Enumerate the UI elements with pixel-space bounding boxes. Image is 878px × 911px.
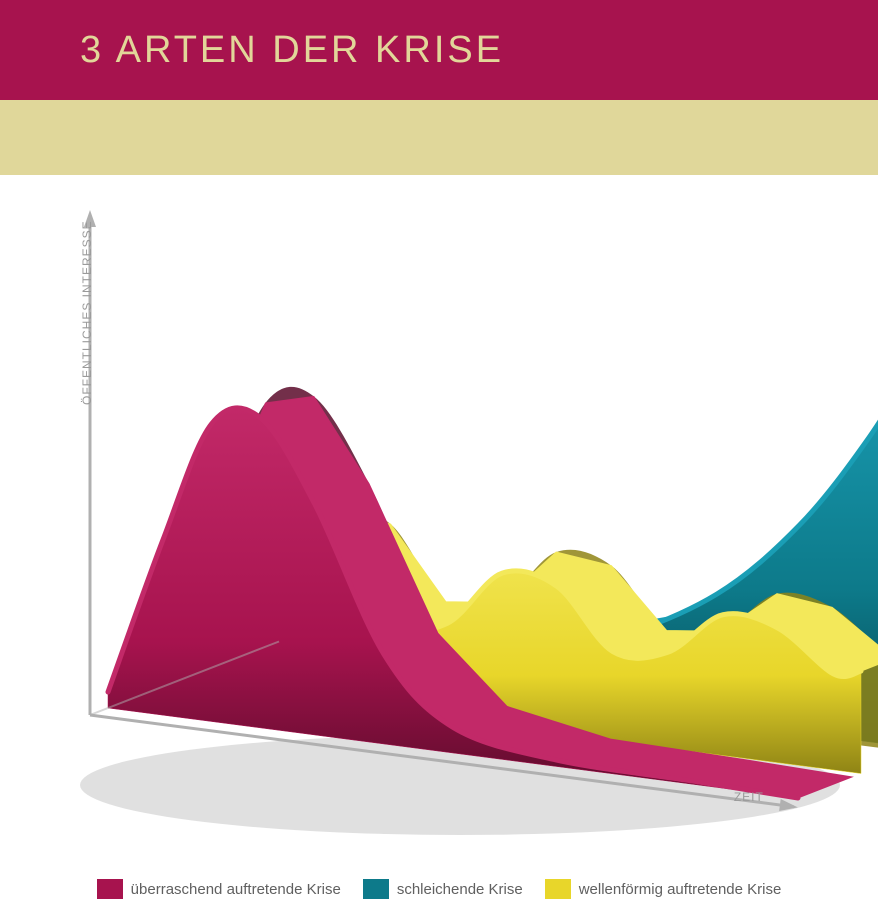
legend-item: schleichende Krise (363, 879, 523, 899)
crisis-chart: ÖFFENTLICHES INTERESSE ZEIT (0, 175, 878, 865)
y-axis-label: ÖFFENTLICHES INTERESSE (80, 220, 94, 405)
page-title: 3 ARTEN DER KRISE (80, 29, 504, 72)
header-bar: 3 ARTEN DER KRISE (0, 0, 878, 100)
legend-item: überraschend auftretende Krise (97, 879, 341, 899)
x-axis-label: ZEIT (734, 790, 764, 804)
legend-swatch (545, 879, 571, 899)
legend-swatch (97, 879, 123, 899)
chart-canvas (0, 175, 878, 865)
chart-legend: überraschend auftretende Krise schleichen… (0, 879, 878, 899)
legend-item: wellenförmig auftretende Krise (545, 879, 782, 899)
legend-label: überraschend auftretende Krise (131, 881, 341, 898)
legend-label: wellenförmig auftretende Krise (579, 881, 782, 898)
legend-label: schleichende Krise (397, 881, 523, 898)
sub-header-bar (0, 100, 878, 175)
legend-swatch (363, 879, 389, 899)
